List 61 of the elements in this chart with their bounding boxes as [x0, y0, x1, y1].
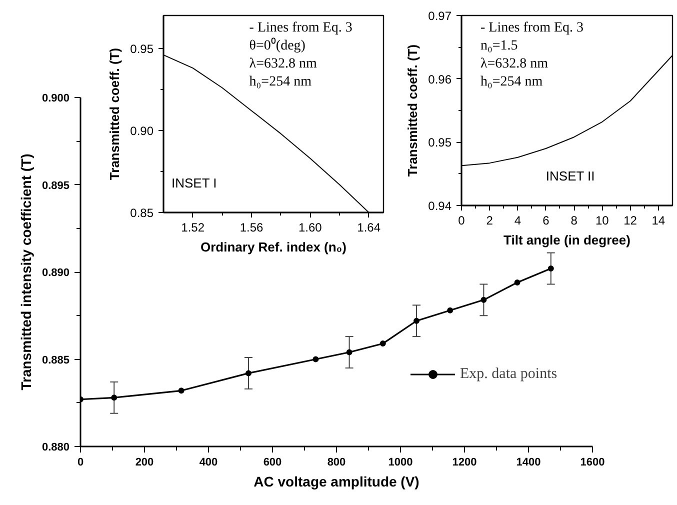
- x-tick-label: 0: [77, 456, 84, 468]
- y-tick-label: 0.890: [42, 267, 70, 279]
- x-tick-label: 12: [624, 214, 638, 228]
- annotation: - Lines from Eq. 3: [249, 20, 352, 36]
- x-axis-title: Tilt angle (in degree): [504, 232, 630, 248]
- x-tick-label: 1000: [388, 456, 413, 468]
- x-tick-label: 1.52: [181, 220, 205, 234]
- point: [178, 388, 184, 394]
- annotation: λ=632.8 nm: [480, 56, 548, 72]
- x-tick-label: 800: [327, 456, 346, 468]
- point: [548, 266, 554, 272]
- x-tick-label: 600: [263, 456, 282, 468]
- x-tick-label: 1.64: [357, 220, 381, 234]
- annotation: h₀=254 nm: [480, 74, 543, 90]
- x-tick-label: 2: [486, 214, 494, 228]
- x-tick-label: 1.60: [298, 220, 322, 234]
- x-tick-label: 400: [199, 456, 218, 468]
- point: [480, 296, 487, 303]
- x-tick-label: 8: [570, 214, 578, 228]
- x-tick-label: 0: [458, 214, 466, 228]
- annotation: INSET I: [172, 176, 217, 190]
- y-tick-label: 0.895: [42, 180, 70, 192]
- y-tick-label: 0.95: [428, 136, 452, 150]
- y-axis-title: Transmitted coeff. (T): [405, 44, 420, 177]
- point: [346, 349, 352, 356]
- y-tick-label: 0.95: [130, 42, 154, 56]
- x-tick-label: 1200: [452, 456, 477, 468]
- x-axis-title: Ordinary Ref. index (n₀): [200, 240, 347, 254]
- annotation: - Lines from Eq. 3: [480, 20, 584, 36]
- x-tick-label: 14: [652, 214, 666, 228]
- y-tick-label: 0.97: [428, 9, 452, 23]
- x-tick-label: 6: [542, 214, 550, 228]
- annotation: λ=632.8 nm: [249, 56, 317, 72]
- point: [514, 279, 520, 286]
- x-tick-label: 4: [514, 214, 522, 228]
- x-tick-label: 10: [595, 214, 610, 228]
- y-tick-label: 0.94: [428, 199, 452, 213]
- x-tick-label: 1600: [580, 456, 605, 468]
- legend-label: Exp. data points: [460, 366, 558, 382]
- point: [380, 340, 386, 347]
- annotation: θ=0⁰(deg): [249, 38, 306, 54]
- point: [312, 356, 319, 362]
- y-tick-label: 0.90: [130, 124, 154, 138]
- x-tick-label: 200: [135, 456, 154, 468]
- y-tick-label: 0.885: [42, 354, 70, 366]
- x-tick-label: 1400: [516, 456, 541, 468]
- annotation: h₀=254 nm: [249, 74, 312, 90]
- y-tick-label: 0.85: [130, 206, 154, 220]
- y-tick-label: 0.880: [42, 442, 70, 454]
- point: [414, 318, 420, 324]
- x-tick-label: 1.56: [240, 220, 264, 234]
- y-axis-title: Transmitted intensity coefficient (T): [18, 154, 34, 390]
- point: [111, 394, 118, 401]
- x-axis-title: AC voltage amplitude (V): [254, 474, 420, 490]
- point: [246, 370, 252, 376]
- point: [447, 307, 454, 314]
- annotation: n₀=1.5: [480, 38, 518, 54]
- y-tick-label: 0.900: [42, 92, 70, 104]
- y-tick-label: 0.96: [428, 72, 452, 86]
- annotation: INSET II: [546, 168, 595, 184]
- y-axis-title: Transmitted coeff. (T): [107, 48, 122, 180]
